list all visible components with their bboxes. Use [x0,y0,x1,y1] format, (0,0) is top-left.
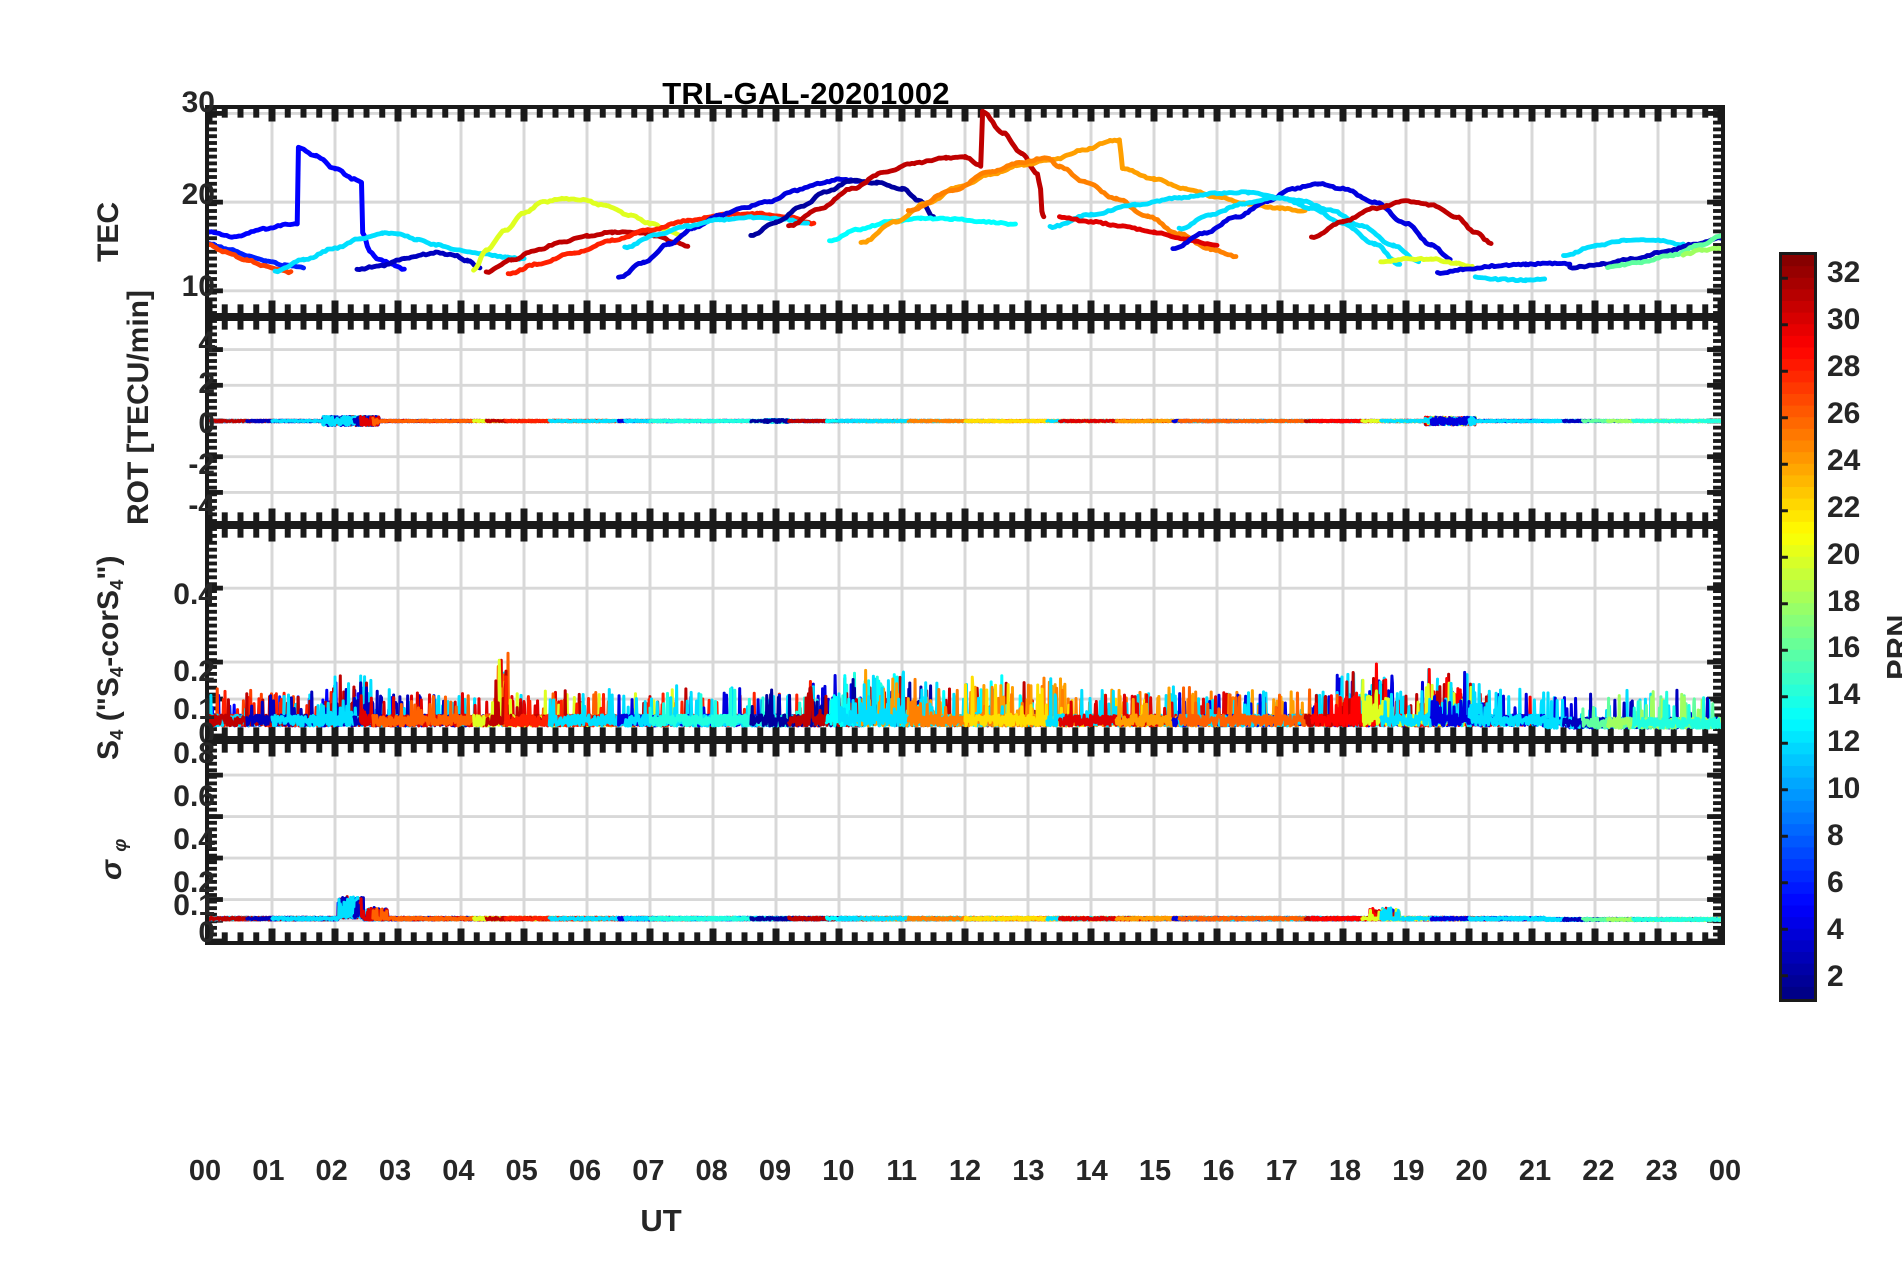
xtick-00-0: 00 [188,1155,222,1187]
xtick-01-1: 01 [252,1155,285,1187]
ytick-sp-01: 0.1 [173,889,215,922]
plot-area-sigma-phi [209,744,1721,941]
plot-area-rot [209,321,1721,521]
colorbar-tick-30: 30 [1827,303,1861,337]
colorbar-tick-26: 26 [1827,397,1861,431]
ytick-s4-01: 0.1 [173,693,215,726]
colorbar-tick-12: 12 [1827,725,1861,759]
ytick-rot-0: 0 [198,407,215,440]
xtick-18-18: 18 [1328,1155,1362,1187]
ytick-tec-20: 20 [181,178,215,211]
xtick-15-15: 15 [1138,1155,1172,1187]
xtick-06-6: 06 [568,1155,602,1187]
ytick-rot-m2: -2 [188,448,215,481]
colorbar-tick-2: 2 [1827,959,1844,993]
colorbar-tick-24: 24 [1827,443,1861,477]
ytick-sp-04: 0.4 [173,823,215,856]
colorbar-gradient [1782,255,1814,999]
xtick-05-5: 05 [505,1155,538,1187]
xtick-08-8: 08 [695,1155,728,1187]
xtick-07-7: 07 [632,1155,665,1187]
xlabel: UT [640,1203,682,1238]
xtick-14-14: 14 [1075,1155,1108,1187]
colorbar-label: PRN [1880,614,1902,680]
xtick-10-10: 10 [822,1155,855,1187]
colorbar-tick-32: 32 [1827,256,1861,290]
xtick-04-4: 04 [442,1155,475,1187]
colorbar-tick-16: 16 [1827,631,1861,665]
xtick-03-3: 03 [378,1155,412,1187]
colorbar-tick-28: 28 [1827,350,1861,384]
xtick-02-2: 02 [315,1155,348,1187]
colorbar-tick-4: 4 [1827,912,1844,946]
ytick-s4-02: 0.2 [173,655,215,688]
ytick-s4-04: 0.4 [173,578,215,611]
colorbar-tick-6: 6 [1827,865,1844,899]
xtick-12-12: 12 [948,1155,982,1187]
colorbar-tick-10: 10 [1827,772,1861,806]
ytick-rot-m4: -4 [188,489,215,522]
ytick-tec-10: 10 [181,270,215,303]
ytick-sp-0: 0 [198,916,215,949]
xtick-22-22: 22 [1582,1155,1615,1187]
colorbar-tick-8: 8 [1827,818,1844,852]
colorbar-prn [1779,252,1817,1002]
xtick-19-19: 19 [1392,1155,1425,1187]
ytick-rot-2: 2 [198,367,215,400]
xtick-20-20: 20 [1455,1155,1488,1187]
xtick-09-9: 09 [758,1155,792,1187]
colorbar-tick-18: 18 [1827,584,1861,618]
xtick-23-23: 23 [1645,1155,1678,1187]
panel-sigma-phi [205,740,1725,945]
panel-s4 [205,525,1725,740]
ytick-rot-4: 4 [198,326,215,359]
xtick-13-13: 13 [1012,1155,1045,1187]
colorbar-tick-14: 14 [1827,678,1861,712]
ytick-sp-02: 0.2 [173,866,215,899]
xtick-00-24: 00 [1708,1155,1742,1187]
xtick-16-16: 16 [1202,1155,1235,1187]
xtick-21-21: 21 [1518,1155,1552,1187]
panel-tec [205,105,1725,317]
panel-rot [205,317,1725,525]
plot-area-tec [209,109,1721,313]
ytick-sp-08: 0.8 [173,737,215,770]
ytick-tec-30: 30 [181,86,215,119]
plot-area-s4 [209,529,1721,736]
xtick-17-17: 17 [1265,1155,1298,1187]
colorbar-tick-22: 22 [1827,490,1861,524]
xtick-11-11: 11 [886,1155,917,1187]
ytick-sp-06: 0.6 [173,780,215,813]
colorbar-tick-20: 20 [1827,537,1861,571]
